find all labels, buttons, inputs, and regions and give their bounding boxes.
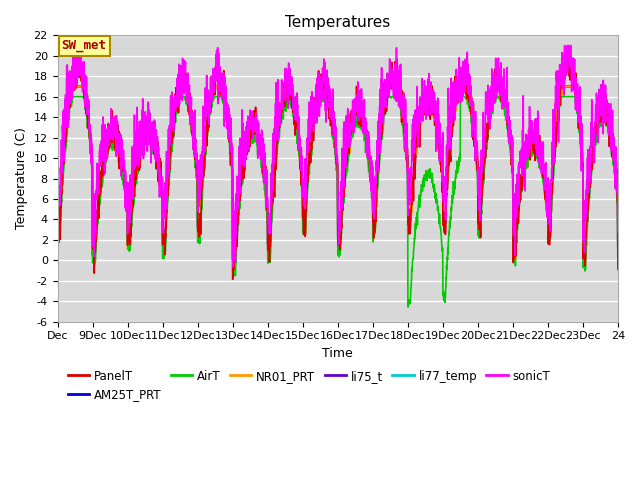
- AM25T_PRT: [229, 265, 237, 271]
- Legend: PanelT, AM25T_PRT, AirT, NR01_PRT, li75_t, li77_temp, sonicT: PanelT, AM25T_PRT, AirT, NR01_PRT, li75_…: [63, 365, 555, 406]
- li77_temp: [54, 221, 61, 227]
- sonicT: [607, 121, 614, 127]
- li75_t: [54, 219, 61, 225]
- li77_temp: [229, 264, 237, 269]
- AM25T_PRT: [507, 142, 515, 147]
- AM25T_PRT: [607, 123, 614, 129]
- NR01_PRT: [372, 213, 380, 218]
- NR01_PRT: [507, 150, 515, 156]
- sonicT: [110, 132, 118, 138]
- li77_temp: [110, 134, 118, 140]
- Line: AM25T_PRT: AM25T_PRT: [58, 86, 618, 268]
- sonicT: [54, 177, 61, 182]
- PanelT: [607, 131, 614, 136]
- li75_t: [229, 260, 237, 265]
- NR01_PRT: [580, 266, 588, 272]
- li77_temp: [539, 161, 547, 167]
- sonicT: [77, 43, 84, 48]
- PanelT: [109, 128, 117, 134]
- AirT: [68, 94, 76, 99]
- PanelT: [538, 166, 546, 172]
- PanelT: [372, 207, 380, 213]
- AM25T_PRT: [539, 159, 547, 165]
- AirT: [507, 153, 515, 159]
- li77_temp: [231, 259, 239, 265]
- PanelT: [54, 207, 61, 213]
- li77_temp: [607, 125, 614, 131]
- li75_t: [614, 257, 621, 263]
- sonicT: [231, 229, 239, 235]
- li75_t: [231, 256, 239, 262]
- li75_t: [507, 142, 515, 148]
- sonicT: [372, 175, 380, 180]
- AirT: [539, 175, 547, 180]
- AirT: [614, 267, 621, 273]
- sonicT: [229, 264, 237, 269]
- Line: sonicT: sonicT: [58, 46, 618, 266]
- sonicT: [507, 129, 515, 135]
- NR01_PRT: [538, 169, 546, 175]
- AM25T_PRT: [68, 84, 76, 89]
- AM25T_PRT: [372, 206, 380, 212]
- li75_t: [539, 163, 547, 169]
- li75_t: [607, 125, 614, 131]
- PanelT: [231, 257, 239, 263]
- NR01_PRT: [110, 120, 118, 126]
- PanelT: [564, 46, 572, 52]
- AirT: [607, 134, 614, 140]
- NR01_PRT: [607, 121, 614, 127]
- sonicT: [614, 229, 621, 235]
- PanelT: [614, 265, 621, 271]
- Title: Temperatures: Temperatures: [285, 15, 390, 30]
- NR01_PRT: [68, 84, 76, 89]
- AM25T_PRT: [110, 129, 118, 134]
- AM25T_PRT: [614, 258, 621, 264]
- AM25T_PRT: [54, 222, 61, 228]
- NR01_PRT: [54, 220, 61, 226]
- Text: SW_met: SW_met: [61, 39, 107, 52]
- AirT: [54, 225, 61, 231]
- NR01_PRT: [614, 261, 621, 267]
- AirT: [372, 224, 380, 229]
- li77_temp: [614, 256, 621, 262]
- AM25T_PRT: [231, 258, 239, 264]
- AirT: [231, 269, 239, 275]
- Line: AirT: AirT: [58, 96, 618, 307]
- li77_temp: [67, 84, 75, 89]
- NR01_PRT: [231, 262, 239, 267]
- li77_temp: [372, 204, 380, 210]
- li77_temp: [507, 140, 515, 145]
- Line: NR01_PRT: NR01_PRT: [58, 86, 618, 269]
- Line: li75_t: li75_t: [58, 86, 618, 263]
- X-axis label: Time: Time: [323, 347, 353, 360]
- Line: PanelT: PanelT: [58, 49, 618, 279]
- Line: li77_temp: li77_temp: [58, 86, 618, 266]
- AirT: [404, 304, 412, 310]
- PanelT: [507, 127, 515, 132]
- li75_t: [68, 84, 76, 89]
- sonicT: [539, 154, 547, 159]
- AirT: [110, 139, 118, 145]
- Y-axis label: Temperature (C): Temperature (C): [15, 128, 28, 229]
- li75_t: [372, 207, 380, 213]
- PanelT: [229, 276, 237, 282]
- li75_t: [110, 134, 118, 140]
